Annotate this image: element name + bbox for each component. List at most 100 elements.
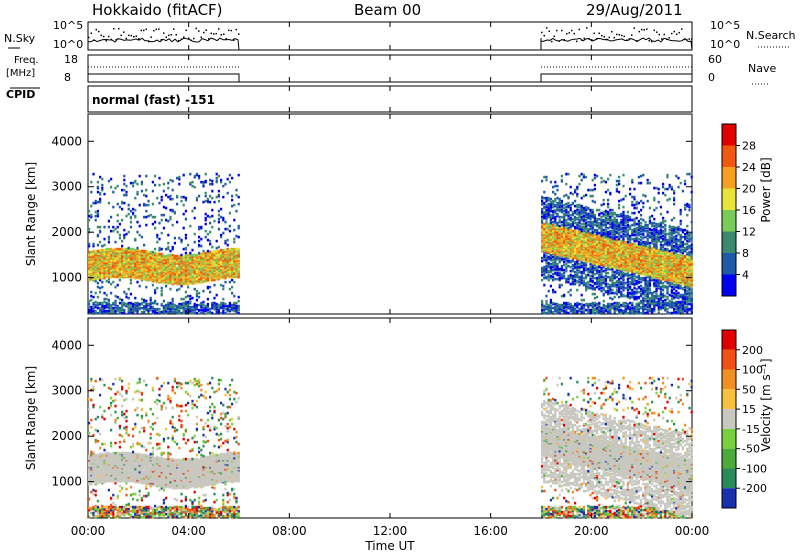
heatmap-cell — [112, 191, 114, 194]
heatmap-cell — [207, 250, 209, 253]
heatmap-cell — [235, 305, 237, 308]
heatmap-cell — [136, 247, 138, 250]
heatmap-cell — [178, 176, 180, 179]
heatmap-cell — [139, 307, 141, 310]
heatmap-cell — [600, 216, 602, 219]
heatmap-cell — [121, 299, 123, 302]
heatmap-cell — [576, 302, 578, 305]
heatmap-cell — [128, 302, 130, 305]
heatmap-cell — [567, 222, 569, 225]
heatmap-cell — [229, 225, 231, 228]
heatmap-cell — [189, 295, 191, 298]
nsearch-point — [644, 29, 646, 31]
heatmap-cell — [158, 222, 160, 225]
heatmap-cell — [603, 211, 605, 214]
heatmap-cell — [578, 281, 580, 284]
heatmap-cell — [209, 291, 211, 294]
heatmap-cell — [576, 186, 578, 189]
heatmap-cell — [154, 308, 156, 311]
heatmap-cell — [132, 212, 134, 215]
nsearch-point — [223, 34, 225, 36]
heatmap-cell — [191, 249, 193, 252]
heatmap-cell — [592, 200, 594, 203]
heatmap-cell — [576, 222, 578, 225]
heatmap-cell — [139, 234, 141, 237]
heatmap-cell — [594, 308, 596, 311]
heatmap-cell — [134, 215, 136, 218]
heatmap-cell — [611, 303, 613, 306]
heatmap-cell — [609, 209, 611, 212]
nsky-tick-low-left: 10^0 — [53, 38, 83, 51]
heatmap-cell — [220, 216, 222, 219]
nsearch-point — [689, 38, 691, 40]
heatmap-cell — [132, 208, 134, 211]
heatmap-cell — [101, 249, 103, 252]
heatmap-cell — [216, 180, 218, 183]
heatmap-cell — [609, 276, 611, 279]
heatmap-cell — [95, 292, 97, 295]
heatmap-cell — [554, 278, 556, 281]
nsearch-point — [133, 36, 135, 38]
heatmap-cell — [161, 290, 163, 293]
heatmap-cell — [570, 223, 572, 226]
heatmap-cell — [594, 177, 596, 180]
heatmap-cell — [194, 303, 196, 306]
heatmap-cell — [187, 286, 189, 289]
heatmap-cell — [196, 290, 198, 293]
heatmap-cell — [594, 229, 596, 232]
heatmap-cell — [545, 255, 547, 258]
heatmap-cell — [139, 175, 141, 178]
heatmap-cell — [576, 193, 578, 196]
heatmap-cell — [121, 312, 123, 315]
heatmap-cell — [238, 296, 240, 299]
heatmap-cell — [216, 240, 218, 243]
heatmap-cell — [567, 275, 569, 278]
heatmap-cell — [163, 255, 165, 258]
heatmap-cell — [581, 271, 583, 274]
beam-label: Beam 00 — [354, 1, 421, 19]
heatmap-cell — [110, 186, 112, 189]
heatmap-cell — [227, 178, 229, 181]
heatmap-cell — [611, 212, 613, 215]
heatmap-cell — [592, 179, 594, 182]
heatmap-cell — [222, 185, 224, 188]
heatmap-cell — [161, 214, 163, 217]
heatmap-cell — [609, 216, 611, 219]
heatmap-cell — [163, 183, 165, 186]
heatmap-cell — [143, 299, 145, 302]
heatmap-cell — [103, 226, 105, 229]
heatmap-cell — [581, 223, 583, 226]
heatmap-cell — [117, 185, 119, 188]
heatmap-cell — [222, 288, 224, 291]
heatmap-cell — [156, 234, 158, 237]
nsearch-point — [611, 31, 613, 33]
heatmap-cell — [594, 201, 596, 204]
heatmap-cell — [132, 185, 134, 188]
heatmap-cell — [172, 311, 174, 314]
heatmap-cell — [205, 192, 207, 195]
heatmap-cell — [603, 270, 605, 273]
heatmap-cell — [589, 189, 591, 192]
heatmap-cell — [198, 244, 200, 247]
heatmap-cell — [227, 228, 229, 231]
nsearch-point — [113, 28, 115, 30]
heatmap-cell — [141, 302, 143, 305]
heatmap-cell — [218, 246, 220, 249]
heatmap-cell — [167, 234, 169, 237]
heatmap-cell — [581, 275, 583, 278]
heatmap-cell — [550, 263, 552, 266]
heatmap-cell — [605, 290, 607, 293]
heatmap-cell — [598, 274, 600, 277]
heatmap-cell — [238, 305, 240, 308]
heatmap-cell — [556, 185, 558, 188]
heatmap-cell — [158, 247, 160, 250]
nsearch-point — [566, 33, 568, 35]
heatmap-cell — [559, 225, 561, 228]
nsearch-point — [181, 39, 183, 41]
heatmap-cell — [123, 183, 125, 186]
nsearch-point — [561, 30, 563, 32]
heatmap-cell — [121, 240, 123, 243]
heatmap-cell — [609, 297, 611, 300]
heatmap-cell — [90, 181, 92, 184]
heatmap-cell — [231, 304, 233, 307]
